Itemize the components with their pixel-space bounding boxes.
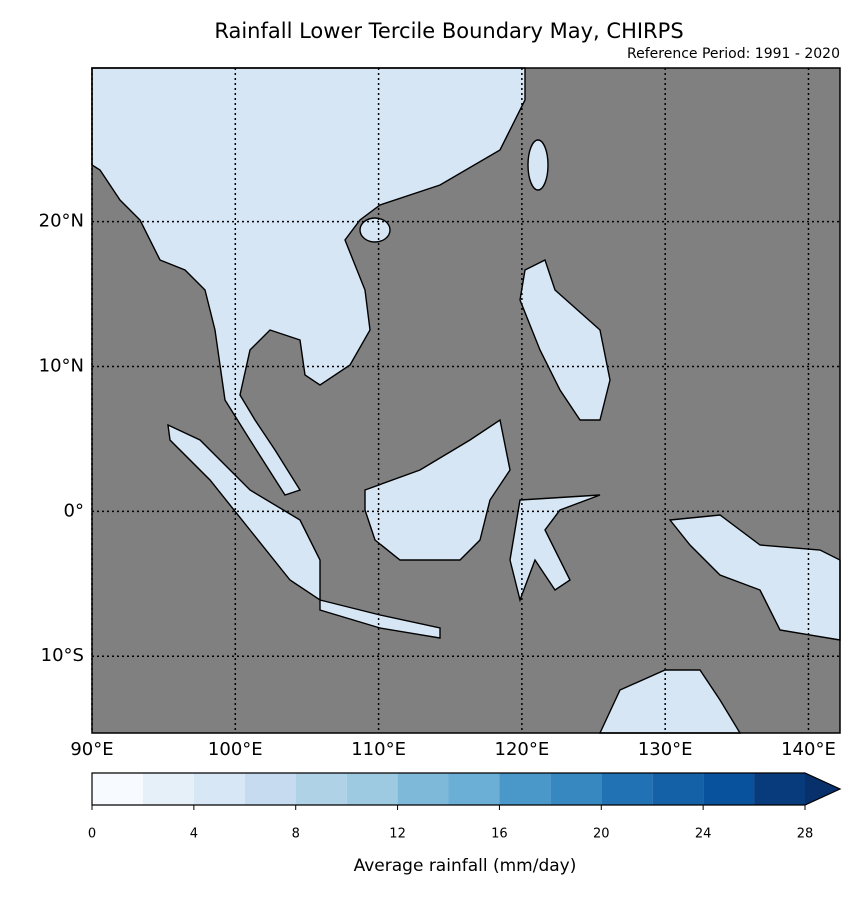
colorbar-bin xyxy=(295,773,347,805)
colorbar-tick-label: 20 xyxy=(593,827,610,842)
colorbar-bin xyxy=(92,773,143,805)
map-frame xyxy=(91,67,841,734)
x-tick-label: 110°E xyxy=(351,739,406,760)
colorbar-bin xyxy=(142,773,194,805)
sulawesi xyxy=(509,494,601,603)
map-subtitle: Reference Period: 1991 - 2020 xyxy=(627,46,840,62)
philippines xyxy=(519,259,611,421)
hainan xyxy=(359,217,391,243)
land-masses xyxy=(91,67,841,734)
colorbar-bin xyxy=(652,773,704,805)
colorbar-bin xyxy=(244,773,296,805)
colorbar-bin xyxy=(703,773,755,805)
y-tick-label: 10°S xyxy=(41,645,84,666)
colorbar-bin xyxy=(499,773,551,805)
x-tick-label: 120°E xyxy=(495,739,550,760)
colorbar-bin xyxy=(346,773,398,805)
java xyxy=(319,599,441,639)
y-tick-label: 0° xyxy=(64,500,84,521)
colorbar-tick-label: 12 xyxy=(389,827,406,842)
colorbar-bin xyxy=(448,773,500,805)
colorbar-tick-label: 0 xyxy=(88,827,96,842)
colorbar-bin xyxy=(754,773,805,805)
x-tick-label: 90°E xyxy=(70,739,113,760)
colorbar-tick-label: 28 xyxy=(797,827,814,842)
colorbar-bin xyxy=(397,773,449,805)
colorbar-tick-label: 24 xyxy=(695,827,712,842)
borneo xyxy=(364,418,511,561)
x-tick-label: 130°E xyxy=(638,739,693,760)
colorbar-extend xyxy=(805,773,840,805)
y-tick-label: 10°N xyxy=(39,355,84,376)
mainland xyxy=(91,67,526,496)
colorbar-label: Average rainfall (mm/day) xyxy=(354,856,577,876)
colorbar-bin xyxy=(601,773,653,805)
x-tick-label: 100°E xyxy=(208,739,263,760)
colorbar-bin xyxy=(193,773,245,805)
colorbar-tick-label: 4 xyxy=(190,827,198,842)
colorbar-outline xyxy=(91,772,842,806)
colorbar-tick-label: 16 xyxy=(491,827,508,842)
map-title: Rainfall Lower Tercile Boundary May, CHI… xyxy=(214,19,683,43)
y-tick-label: 20°N xyxy=(39,211,84,232)
x-tick-label: 140°E xyxy=(781,739,836,760)
colorbar-tick-label: 8 xyxy=(292,827,300,842)
colorbar-bin xyxy=(550,773,602,805)
taiwan xyxy=(527,139,549,191)
